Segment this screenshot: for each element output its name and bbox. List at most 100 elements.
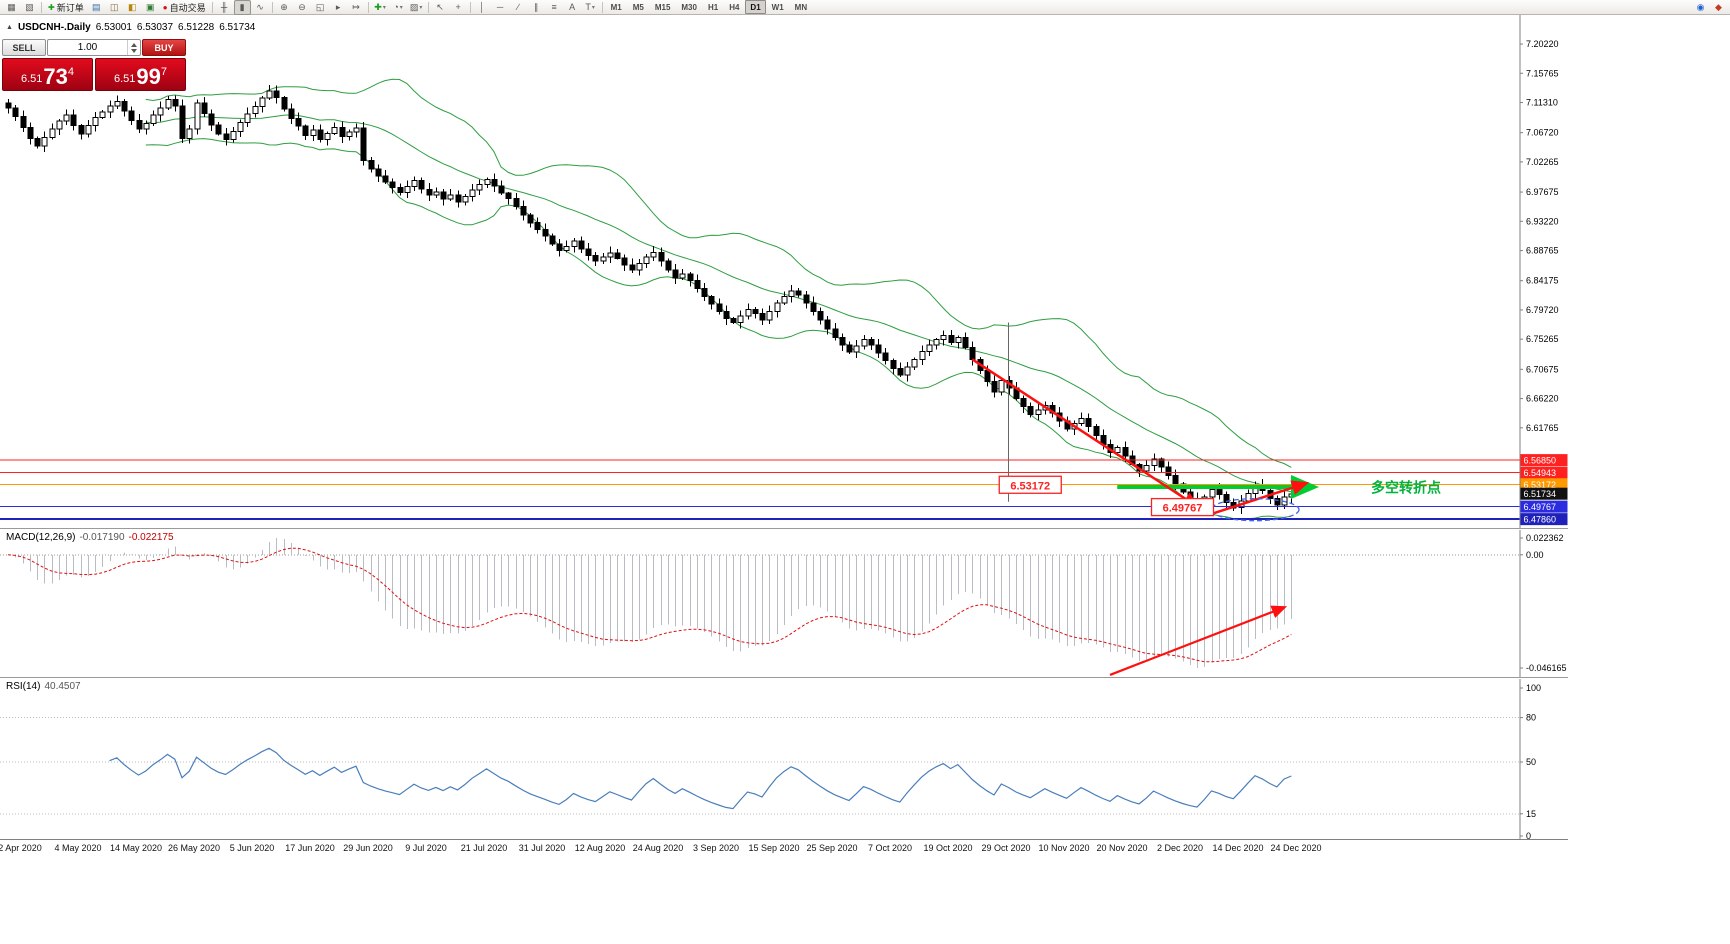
navigator-icon[interactable]: ◧ — [127, 1, 137, 12]
data-window-icon[interactable]: ◫ — [109, 1, 119, 12]
toolbar-separator — [211, 1, 213, 13]
macd-trend-arrow[interactable] — [1109, 605, 1288, 676]
price-tag-text: 6.49767 — [1524, 502, 1557, 512]
date-axis-label: 20 Nov 2020 — [1096, 843, 1148, 853]
consolidation-ellipse[interactable] — [1210, 498, 1300, 522]
volume-spinner[interactable] — [127, 40, 140, 55]
chart-window[interactable]: 多空转折点 6.53172 6.49767 7.20220 7.15765 7.11310… — [0, 15, 1730, 944]
zoom-in-icon[interactable]: ⊕ — [280, 1, 288, 12]
timeframe-d1[interactable]: D1 — [745, 0, 766, 14]
panel-divider[interactable] — [0, 677, 1568, 678]
price-tag-text: 6.56850 — [1524, 456, 1557, 466]
price-tag — [1520, 478, 1568, 491]
price-axis-label: 6.97675 — [1526, 187, 1559, 197]
ohlc-low: 6.51228 — [178, 22, 215, 33]
timeframe-w1[interactable]: W1 — [771, 2, 784, 12]
timeframe-h1[interactable]: H1 — [707, 2, 719, 12]
new-order-icon: ✚ — [48, 2, 55, 12]
rsi-panel[interactable]: 100 80 50 15 0 — [0, 679, 1568, 839]
trendline-icon[interactable]: ∕ — [517, 2, 519, 12]
help-icon[interactable]: ◉ — [1696, 1, 1705, 12]
templates-icon[interactable]: ▨ ▾ — [409, 1, 423, 12]
price-callout-box[interactable] — [998, 475, 1062, 494]
timeframe-m30[interactable]: M30 — [681, 2, 697, 12]
macd-title: MACD(12,26,9) — [6, 532, 76, 543]
fibonacci-icon[interactable]: ≡ — [551, 2, 557, 12]
line-chart-icon[interactable]: ∿ — [256, 1, 264, 12]
arrow-tools-icon[interactable]: T ▾ — [585, 2, 595, 12]
timeframe-m15[interactable]: M15 — [654, 2, 671, 12]
date-axis-label: 10 Nov 2020 — [1038, 843, 1090, 853]
templates-icon-dropdown[interactable]: ▾ — [419, 4, 423, 11]
rsi-line — [109, 747, 1292, 810]
date-axis-label: 2 Dec 2020 — [1156, 843, 1204, 853]
price-callout-box[interactable] — [1150, 497, 1215, 517]
macd-axis[interactable]: 0.022362 0.00 -0.046165 — [1519, 530, 1567, 677]
chart-shift-icon[interactable]: ↦ — [352, 1, 360, 12]
date-axis-label: 25 Sep 2020 — [806, 843, 858, 853]
rsi-axis-label: 0 — [1526, 831, 1531, 839]
tile-windows-icon[interactable]: ◱ — [315, 1, 325, 12]
turning-point-label[interactable]: 多空转折点 — [1371, 479, 1441, 495]
date-axis[interactable]: 2 Apr 2020 4 May 2020 14 May 2020 26 May 20… — [0, 839, 1568, 858]
price-axis-label: 6.70675 — [1526, 364, 1559, 374]
horizontal-line-icon[interactable]: ─ — [496, 2, 504, 12]
panel-divider[interactable] — [0, 528, 1568, 529]
price-axis-label: 7.02265 — [1526, 157, 1559, 167]
macd-label: MACD(12,26,9) -0.017190 -0.022175 — [4, 532, 176, 543]
auto-scroll-icon[interactable]: ▸ — [335, 1, 341, 12]
timeframe-m5[interactable]: M5 — [632, 2, 644, 12]
cursor-icon[interactable]: ↖ — [436, 1, 444, 12]
rsi-label: RSI(14) 40.4507 — [4, 681, 83, 692]
vertical-line-icon[interactable]: │ — [479, 2, 485, 12]
channel-icon[interactable]: ∥ — [533, 1, 539, 12]
periods-icon[interactable]: ◔ ▾ — [393, 2, 403, 12]
sell-price-box[interactable]: 6.51 73 4 — [2, 58, 93, 91]
macd-panel[interactable]: 0.022362 0.00 -0.046165 — [0, 530, 1568, 677]
price-axis-label: 6.61765 — [1526, 423, 1559, 433]
arrow-tools-icon-dropdown[interactable]: ▾ — [591, 4, 595, 11]
price-tag-text: 6.53172 — [1524, 480, 1557, 490]
timeframe-mn[interactable]: MN — [794, 2, 808, 12]
symbol-ohlc-header: ▲ USDCNH-.Daily 6.53001 6.53037 6.51228 … — [6, 22, 255, 33]
downtrend-arrow[interactable] — [971, 358, 1201, 509]
price-axis-label: 6.88765 — [1526, 246, 1559, 256]
text-label-icon[interactable]: A — [569, 2, 576, 12]
toolbar-separator — [367, 1, 369, 13]
strategy-tester-icon[interactable]: ▣ — [145, 1, 155, 12]
buy-price-box[interactable]: 6.51 99 7 — [95, 58, 186, 91]
autotrade-button[interactable]: ● 自动交易 — [160, 1, 209, 14]
price-axis-label: 7.06720 — [1526, 128, 1559, 138]
timeframe-h4[interactable]: H4 — [729, 2, 740, 12]
price-axis[interactable]: 7.20220 7.15765 7.11310 7.06720 7.02265 6.976… — [1519, 15, 1568, 528]
new-order-button[interactable]: ✚ 新订单 — [45, 1, 87, 14]
chart-profiles-icon[interactable]: ▧ — [25, 1, 34, 12]
market-watch-icon[interactable]: ▤ — [91, 1, 101, 12]
price-tag — [1520, 487, 1568, 500]
timeframe-m1[interactable]: M1 — [610, 2, 622, 12]
metaquotes-icon[interactable]: ◆ — [1715, 1, 1722, 12]
one-click-toggle-icon[interactable]: ▲ — [6, 24, 13, 31]
toolbar-separator — [601, 1, 603, 13]
date-axis-label: 5 Jun 2020 — [229, 843, 275, 853]
sell-button[interactable]: SELL — [2, 39, 46, 56]
macd-signal-line — [7, 547, 1292, 663]
zoom-out-icon[interactable]: ⊖ — [298, 1, 306, 12]
new-order-button-label: 新订单 — [56, 2, 84, 13]
price-axis-label: 6.93220 — [1526, 216, 1559, 226]
date-axis-label: 14 Dec 2020 — [1212, 843, 1264, 853]
macd-axis-label: 0.00 — [1526, 550, 1544, 560]
volume-input[interactable] — [48, 42, 127, 53]
candlestick-chart-icon[interactable]: ▮ — [233, 0, 251, 15]
buy-button[interactable]: BUY — [142, 39, 186, 56]
indicators-icon[interactable]: ✚ ▾ — [374, 1, 386, 12]
date-axis-label: 3 Sep 2020 — [692, 843, 740, 853]
crosshair-icon[interactable]: + — [455, 2, 461, 12]
new-chart-icon[interactable]: ▦ — [7, 1, 16, 12]
indicators-icon-dropdown[interactable]: ▾ — [382, 4, 386, 11]
periods-icon-dropdown[interactable]: ▾ — [399, 4, 403, 11]
rsi-axis[interactable]: 100 80 50 15 0 — [1519, 679, 1541, 839]
main-price-chart[interactable]: 多空转折点 6.53172 6.49767 7.20220 7.15765 7.11310… — [0, 15, 1568, 528]
ohlc-close: 6.51734 — [219, 22, 256, 33]
bar-chart-icon[interactable]: ╫ — [220, 2, 228, 12]
